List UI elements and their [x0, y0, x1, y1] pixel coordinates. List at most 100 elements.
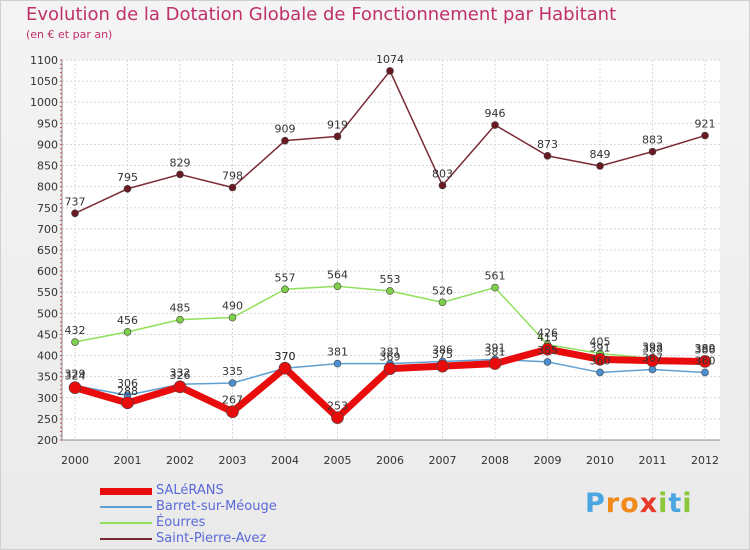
data-label: 526	[432, 284, 453, 297]
data-label: 389	[695, 342, 716, 355]
data-point	[333, 282, 342, 291]
y-tick-label: 1050	[30, 75, 58, 88]
logo-letter: r	[605, 488, 621, 519]
data-point	[121, 396, 134, 410]
logo-letter: P	[585, 488, 606, 519]
data-label: 391	[590, 341, 611, 354]
data-point	[281, 285, 289, 294]
y-tick-label: 200	[37, 434, 58, 447]
legend-swatch-salerans	[100, 488, 152, 495]
x-tick-label: 2008	[481, 454, 509, 467]
y-tick-label: 700	[37, 223, 58, 236]
data-point	[648, 365, 657, 374]
data-label: 288	[117, 385, 138, 398]
data-label: 360	[590, 354, 611, 367]
y-tick-label: 400	[37, 350, 58, 363]
legend-swatch-saint-pierre	[100, 538, 152, 540]
data-point	[173, 380, 187, 394]
data-point	[333, 359, 342, 368]
data-label: 381	[485, 346, 506, 359]
data-label: 456	[117, 314, 138, 327]
data-point	[228, 379, 237, 387]
data-label: 849	[590, 148, 611, 161]
data-label: 335	[222, 365, 243, 378]
chart-title: Evolution de la Dotation Globale de Fonc…	[26, 4, 617, 25]
legend-label-eourres: Éourres	[156, 515, 206, 530]
data-label: 360	[695, 354, 716, 367]
data-point	[541, 342, 554, 356]
data-point	[386, 67, 394, 75]
logo-letter: i	[682, 488, 693, 519]
data-label: 326	[170, 369, 191, 382]
data-point	[438, 298, 447, 307]
data-label: 795	[117, 171, 138, 184]
x-tick-label: 2004	[271, 454, 299, 467]
y-tick-label: 1100	[30, 54, 58, 67]
legend-label-salerans: SALéRANS	[156, 483, 224, 498]
data-point	[596, 162, 604, 170]
data-point	[438, 181, 447, 190]
data-label: 803	[432, 167, 453, 180]
x-tick-label: 2000	[61, 454, 89, 467]
data-label: 329	[65, 368, 86, 381]
data-label: 369	[380, 351, 401, 364]
x-tick-label: 2002	[166, 454, 194, 467]
data-point	[176, 170, 184, 179]
data-point	[436, 359, 449, 373]
logo-letter: i	[658, 488, 669, 519]
data-label: 386	[695, 343, 716, 356]
y-tick-label: 450	[37, 328, 58, 341]
data-point	[123, 328, 132, 336]
y-tick-label: 600	[37, 265, 58, 278]
y-tick-label: 250	[37, 413, 58, 426]
y-tick-label: 300	[37, 392, 58, 405]
y-tick-label: 750	[37, 202, 58, 215]
logo-letter: o	[620, 488, 640, 519]
data-point	[386, 287, 394, 295]
data-label: 415	[537, 331, 558, 344]
data-point	[176, 315, 184, 324]
logo-letter: t	[668, 488, 683, 519]
y-tick-label: 550	[37, 286, 58, 299]
data-label: 324	[65, 370, 86, 383]
data-label: 381	[380, 346, 401, 359]
data-point	[543, 358, 552, 366]
data-point	[123, 184, 132, 193]
data-label: 385	[537, 344, 558, 357]
legend-label-saint-pierre: Saint-Pierre-Avez	[156, 531, 267, 546]
data-point	[491, 283, 499, 292]
data-label: 391	[485, 341, 506, 354]
data-label: 253	[327, 400, 348, 413]
y-tick-label: 1000	[30, 96, 58, 109]
data-point	[331, 411, 344, 424]
data-label: 332	[170, 366, 191, 379]
data-point	[648, 147, 657, 156]
data-label: 798	[222, 170, 243, 183]
x-tick-label: 2010	[586, 454, 614, 467]
data-point	[488, 357, 502, 370]
data-point	[646, 354, 659, 367]
data-label: 485	[170, 302, 191, 315]
data-point	[593, 353, 607, 366]
data-label: 557	[275, 271, 296, 284]
data-point	[701, 131, 709, 140]
x-tick-label: 2005	[324, 454, 352, 467]
chart-subtitle: (en € et par an)	[26, 28, 113, 41]
x-tick-label: 2009	[534, 454, 562, 467]
data-label: 405	[590, 335, 611, 348]
data-point	[228, 313, 237, 322]
data-label: 375	[432, 348, 453, 361]
y-tick-label: 350	[37, 371, 58, 384]
data-label: 946	[485, 107, 506, 120]
x-tick-label: 2007	[429, 454, 457, 467]
y-tick-label: 500	[37, 307, 58, 320]
logo-letter: x	[639, 488, 659, 519]
x-tick-label: 2011	[639, 454, 667, 467]
data-label: 370	[275, 350, 296, 363]
legend-swatch-barret	[100, 506, 152, 508]
data-point	[701, 368, 709, 377]
data-label: 306	[117, 377, 138, 390]
y-tick-label: 950	[37, 117, 58, 130]
y-tick-label: 850	[37, 160, 58, 173]
